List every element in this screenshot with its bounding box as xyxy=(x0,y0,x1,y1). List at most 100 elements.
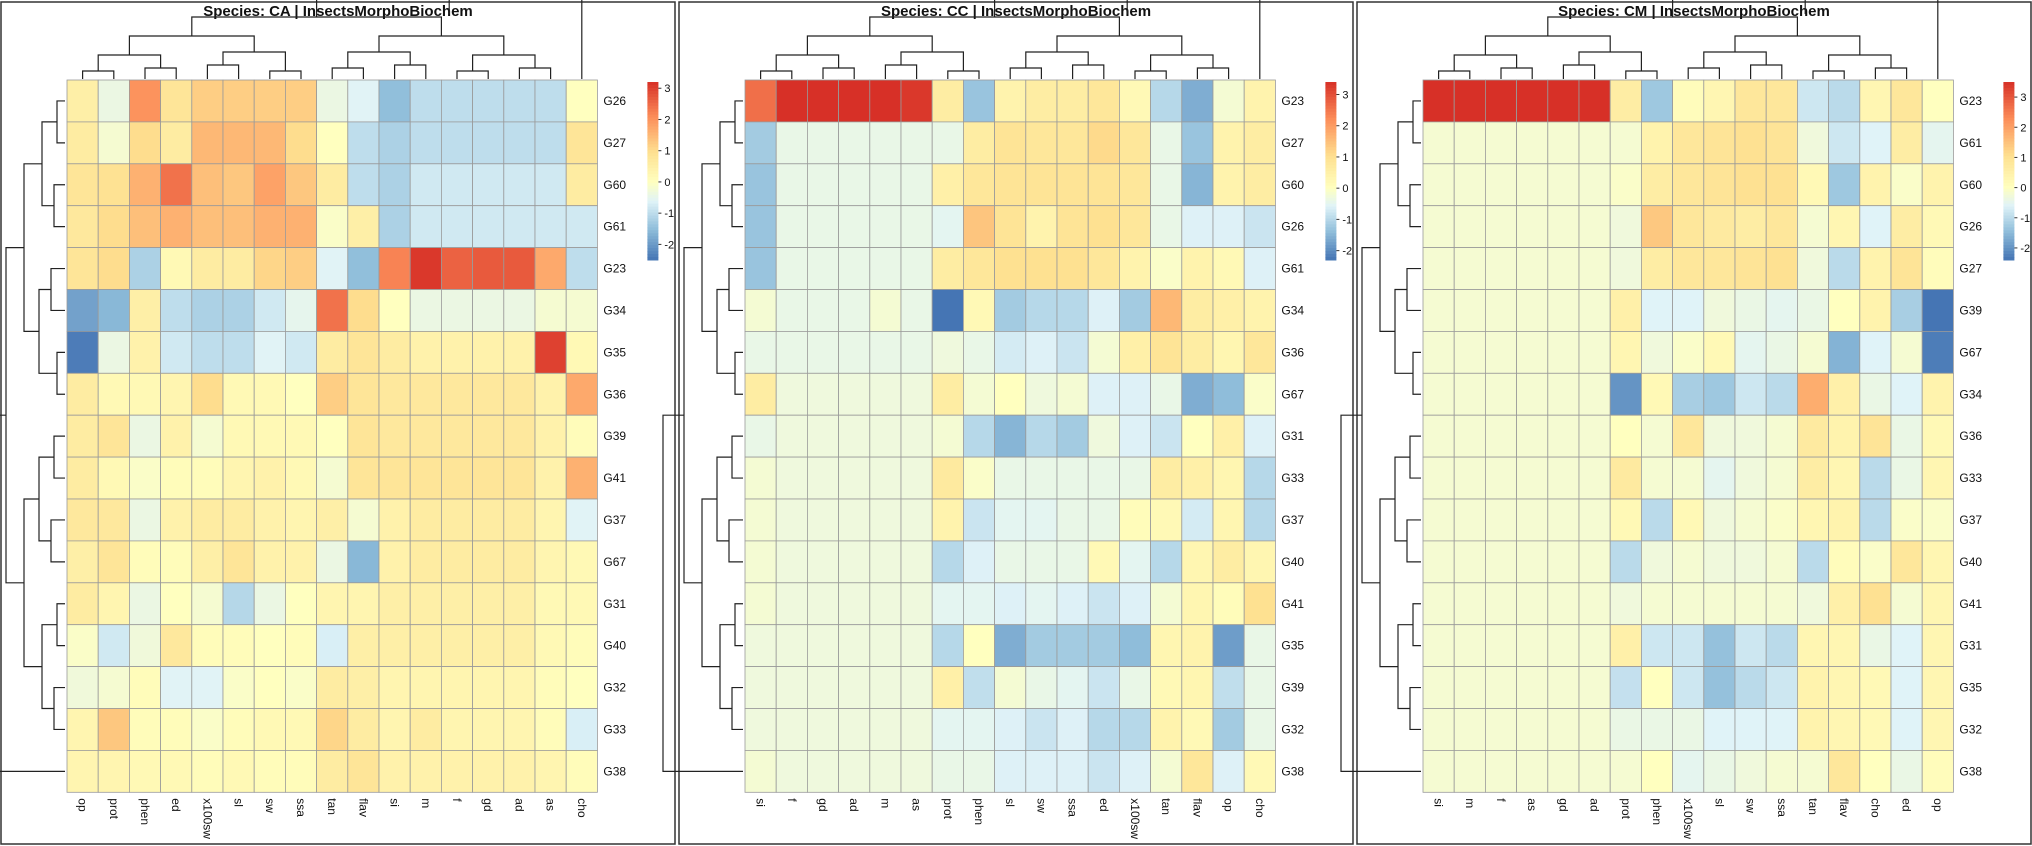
heatmap-cell-G38-ed xyxy=(1890,750,1923,793)
heatmap-cell-G40-sw xyxy=(1734,540,1767,584)
heatmap-cell-G40-ad xyxy=(1578,540,1611,584)
heatmap-cell-G37-sl xyxy=(1703,498,1736,542)
heatmap-cell-G33-phen xyxy=(1641,456,1674,500)
legend-gradient-segment xyxy=(647,206,659,211)
heatmap-cell-G40-phen xyxy=(128,624,161,668)
column-label: ad xyxy=(1588,798,1602,811)
heatmap-cell-G67-si xyxy=(744,372,777,416)
legend-gradient-segment xyxy=(647,227,659,231)
heatmap-cell-G32-tan xyxy=(1150,708,1183,751)
legend-gradient-segment xyxy=(2003,248,2015,252)
heatmap-cell-G32-cho xyxy=(1859,708,1892,751)
heatmap-cell-G39-sw xyxy=(1734,289,1767,332)
heatmap-cell-G23-x100sw xyxy=(1119,79,1152,123)
heatmap-cell-G33-cho xyxy=(1859,456,1892,500)
legend-gradient-segment xyxy=(1325,236,1337,240)
row-label: G35 xyxy=(603,345,626,359)
heatmap-cell-G40-ed xyxy=(1890,540,1923,584)
heatmap-cell-G41-ad xyxy=(1578,582,1611,626)
legend-gradient-segment xyxy=(1325,257,1337,261)
heatmap-cell-G35-ssa xyxy=(284,330,317,374)
legend-gradient-segment xyxy=(2003,150,2015,154)
heatmap-cell-G36-sl xyxy=(1703,414,1736,458)
heatmap-cell-G32-sl xyxy=(994,708,1027,751)
heatmap-cell-G67-prot xyxy=(1609,330,1642,374)
heatmap-cell-G36-op xyxy=(66,372,99,416)
heatmap-cell-G34-gd xyxy=(1547,372,1580,416)
heatmap-cell-G60-flav xyxy=(347,163,380,207)
heatmap-cell-G67-m xyxy=(409,540,442,584)
heatmap-cell-G37-cho xyxy=(1243,498,1276,542)
heatmap-cell-G35-flav xyxy=(1181,624,1214,668)
heatmap-cell-G23-m xyxy=(409,247,442,290)
legend-gradient-segment xyxy=(2003,165,2015,169)
column-dendrogram xyxy=(1438,0,1939,79)
heatmap-cell-G31-si xyxy=(378,582,411,626)
heatmap-cell-G32-prot xyxy=(1609,708,1642,751)
heatmap-cell-G27-sl xyxy=(1703,247,1736,290)
heatmap-cells xyxy=(66,79,598,793)
legend-gradient-segment xyxy=(2003,194,2015,199)
heatmap-cell-G38-x100sw xyxy=(191,750,224,793)
heatmap-cell-G35-sw xyxy=(253,330,286,374)
heatmap-cell-G33-x100sw xyxy=(1672,456,1705,500)
heatmap-cell-G61-sw xyxy=(1734,121,1767,165)
legend-gradient-segment xyxy=(2003,188,2015,193)
heatmap-cell-G34-as xyxy=(900,289,933,332)
heatmap-cell-G23-ssa xyxy=(1056,79,1089,123)
heatmap-cell-G35-x100sw xyxy=(1119,624,1152,668)
heatmap-cell-G26-gd xyxy=(807,205,840,248)
heatmap-cell-G26-as xyxy=(1516,205,1549,248)
heatmap-cell-G23-f xyxy=(1485,79,1518,123)
heatmap-cell-G37-flav xyxy=(1181,498,1214,542)
column-label: sw xyxy=(1744,798,1758,813)
row-label: G31 xyxy=(1281,429,1304,443)
legend-gradient-segment xyxy=(647,82,659,86)
heatmap-cell-G36-gd xyxy=(1547,414,1580,458)
heatmap-cell-G36-m xyxy=(1453,414,1486,458)
heatmap-cell-G35-phen xyxy=(1641,666,1674,709)
heatmap-cell-G39-prot xyxy=(931,666,964,709)
heatmap-cell-G36-prot xyxy=(1609,414,1642,458)
heatmap-cell-G26-as xyxy=(534,79,567,123)
heatmap-cell-G31-f xyxy=(1485,624,1518,668)
heatmap-cell-G34-ad xyxy=(838,289,871,332)
column-label: prot xyxy=(107,798,121,819)
heatmap-cell-G60-cho xyxy=(1859,163,1892,207)
heatmap-cell-G35-tan xyxy=(316,330,349,374)
heatmap-cell-G36-prot xyxy=(931,330,964,374)
heatmap-cell-G23-sw xyxy=(253,247,286,290)
heatmap-cell-G40-prot xyxy=(97,624,130,668)
heatmap-cell-G23-ssa xyxy=(1765,79,1798,123)
legend-gradient-segment xyxy=(2003,87,2015,92)
heatmap-cell-G67-ed xyxy=(1087,372,1120,416)
legend-gradient-segment xyxy=(2003,257,2015,261)
heatmap-cell-G23-si xyxy=(1422,79,1455,123)
column-label: prot xyxy=(941,798,955,819)
heatmap-cell-G36-cho xyxy=(565,372,598,416)
heatmap-cell-G40-f xyxy=(775,540,808,584)
heatmap-cell-G41-as xyxy=(534,456,567,500)
heatmap-cell-G41-flav xyxy=(347,456,380,500)
heatmap-cell-G36-ed xyxy=(160,372,193,416)
heatmap-cell-G67-prot xyxy=(97,540,130,584)
heatmap-cell-G32-f xyxy=(775,708,808,751)
heatmap-cell-G27-flav xyxy=(1181,121,1214,165)
heatmap-cell-G23-gd xyxy=(472,247,505,290)
heatmap-cell-G31-sl xyxy=(994,414,1027,458)
row-label: G27 xyxy=(1959,262,1982,276)
heatmap-cell-G34-m xyxy=(869,289,902,332)
heatmap-cell-G40-cho xyxy=(1859,540,1892,584)
heatmap-cell-G60-tan xyxy=(1150,163,1183,207)
panel-title: Species: CM | InsectsMorphoBiochem xyxy=(1558,3,1830,20)
heatmap-cell-G67-gd xyxy=(807,372,840,416)
heatmap-cell-G61-flav xyxy=(1828,121,1861,165)
row-label: G27 xyxy=(603,136,626,150)
heatmap-cell-G39-x100sw xyxy=(191,414,224,458)
legend-gradient-segment xyxy=(1325,200,1337,205)
heatmap-cell-G33-ad xyxy=(838,456,871,500)
legend-gradient-segment xyxy=(1325,212,1337,216)
heatmap-cell-G37-f xyxy=(1485,498,1518,542)
heatmap-cell-G34-m xyxy=(1453,372,1486,416)
heatmap-cell-G26-si xyxy=(1422,205,1455,248)
